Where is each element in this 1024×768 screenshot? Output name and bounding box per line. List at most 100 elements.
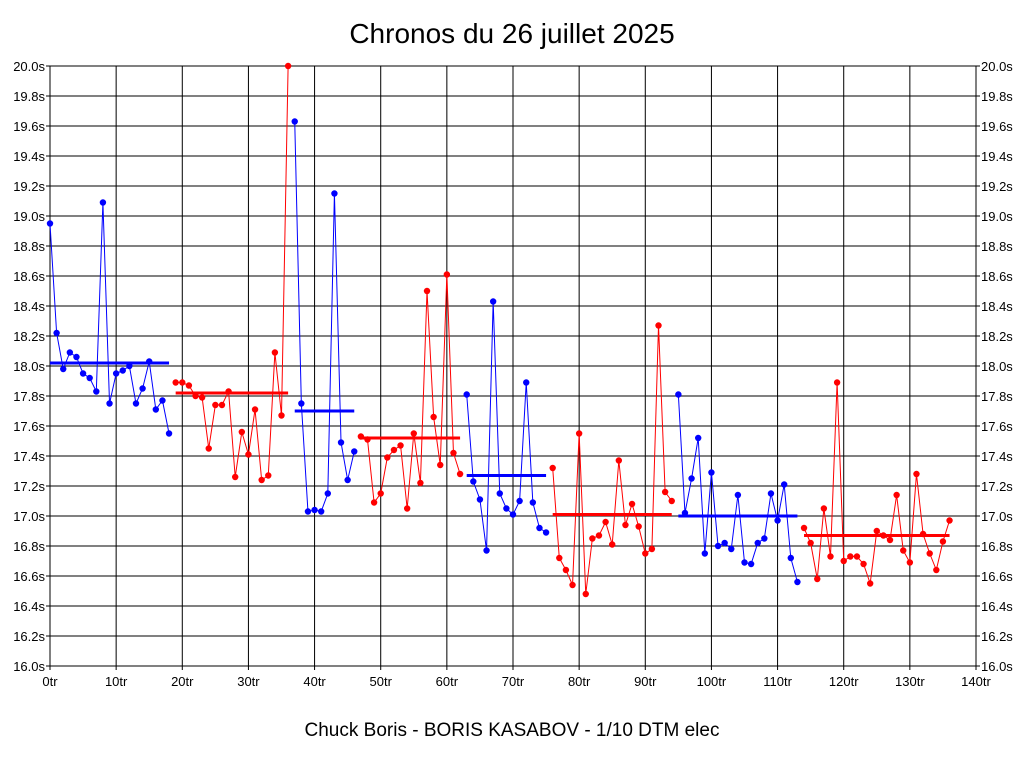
data-point [582,590,589,598]
y-tick-label-right: 16.0s [981,659,1013,674]
y-tick-label-left: 16.6s [13,569,45,584]
data-point [509,511,517,518]
data-point [198,394,206,401]
data-point [46,220,54,227]
data-point [185,382,193,389]
y-tick-label-right: 18.2s [981,329,1013,344]
y-tick-label-right: 17.4s [981,449,1013,464]
data-point [377,490,384,497]
y-tick-label-left: 19.2s [13,179,45,194]
data-point [529,499,537,506]
data-point [390,446,398,454]
data-point [642,550,649,557]
data-point [688,475,695,482]
data-point [93,388,100,395]
data-point [569,581,576,589]
y-tick-label-right: 18.4s [981,299,1013,314]
y-tick-label-left: 16.2s [13,629,45,644]
y-tick-label-right: 20.0s [981,59,1013,74]
x-tick-label: 110tr [763,674,792,689]
data-point [503,505,510,512]
data-point [747,560,755,568]
data-point [384,454,391,461]
data-point [661,488,669,496]
data-point [232,473,239,481]
data-point [483,547,490,554]
data-point [873,527,880,535]
y-tick-label-left: 20.0s [13,59,45,74]
x-tick-label: 100tr [697,674,727,689]
data-point [66,349,74,356]
data-point [351,448,358,455]
data-point [489,298,497,305]
data-point [827,553,834,560]
data-point [589,535,596,542]
data-point [628,500,636,508]
y-tick-label-left: 19.8s [13,89,45,104]
data-point [648,545,656,553]
plot-frame [49,65,977,667]
y-tick-label-right: 17.6s [981,419,1013,434]
y-tick-label-right: 16.4s [981,599,1013,614]
data-point [701,550,709,557]
data-point [635,523,642,530]
data-point [311,506,318,514]
data-point [251,406,259,413]
y-tick-label-right: 16.8s [981,539,1013,554]
data-point [847,553,854,560]
data-point [73,353,80,361]
chart-footer: Chuck Boris - BORIS KASABOV - 1/10 DTM e… [304,720,720,741]
series-line [175,65,289,481]
data-point [265,472,272,479]
data-point [866,580,874,587]
data-point [575,430,583,437]
data-point [609,541,616,548]
data-point [99,199,107,206]
data-point [886,536,894,544]
data-point [159,397,166,404]
chart-tick-labels: 0tr 10tr 20tr 30tr 40tr 50tr 60tr 70tr 80tr 90tr 1… [13,59,1013,689]
data-point [437,461,444,469]
data-point [516,497,523,505]
data-point [814,575,821,583]
y-tick-label-right: 18.6s [981,269,1013,284]
data-point [536,524,543,532]
data-point [284,62,292,70]
data-point [152,406,160,413]
x-tick-label: 10tr [105,674,128,689]
data-point [833,379,841,386]
chart-title: Chronos du 26 juillet 2025 [349,18,675,49]
y-tick-label-right: 18.8s [981,239,1013,254]
chart-averages [50,361,950,537]
data-point [714,542,722,550]
data-point [430,413,437,421]
data-point [324,490,331,497]
y-tick-label-left: 18.2s [13,329,45,344]
data-point [496,490,503,497]
data-point [450,449,457,457]
y-tick-label-right: 16.2s [981,629,1013,644]
data-point [761,535,768,542]
data-point [317,508,325,515]
data-point [397,442,404,449]
data-point [60,365,67,373]
data-point [774,517,781,524]
data-point [734,491,742,499]
y-tick-label-left: 16.4s [13,599,45,614]
y-tick-label-left: 18.6s [13,269,45,284]
data-point [245,451,252,458]
y-tick-label-right: 19.0s [981,209,1013,224]
data-point [655,322,662,329]
y-tick-label-right: 18.0s [981,359,1013,374]
chart-axes [46,65,980,670]
data-point [721,539,728,547]
data-point [595,532,603,539]
x-tick-label: 50tr [370,674,393,689]
data-point [754,539,761,547]
data-point [476,496,484,503]
y-tick-label-left: 17.2s [13,479,45,494]
y-tick-label-left: 16.8s [13,539,45,554]
data-point [53,329,60,337]
data-point [906,559,914,566]
